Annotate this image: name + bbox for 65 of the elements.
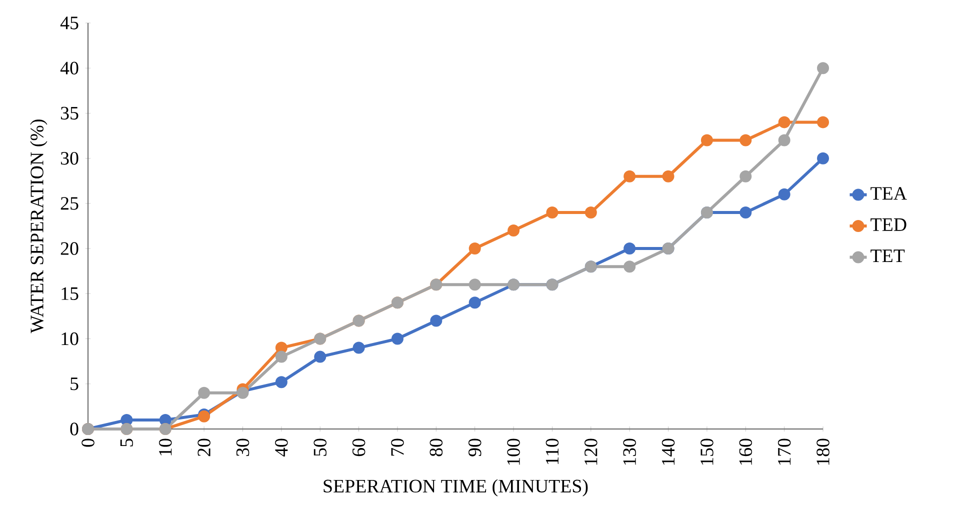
x-tick-label: 80: [430, 438, 443, 456]
x-tick-label: 100: [507, 438, 520, 465]
point: [817, 116, 830, 128]
point: [740, 134, 752, 146]
y-tick-label: 5: [70, 378, 78, 390]
x-tick-label: 140: [662, 438, 675, 465]
x-tick-label: 0: [82, 438, 94, 447]
point: [468, 242, 481, 255]
point: [778, 134, 790, 146]
point: [740, 206, 752, 218]
point: [275, 350, 288, 363]
x-tick-label: 50: [314, 438, 326, 456]
y-tick-label: 10: [62, 332, 78, 346]
legend-label: TED: [870, 218, 906, 231]
legend-label: TEA: [870, 187, 907, 200]
point: [391, 332, 404, 345]
x-tick-label: 180: [816, 438, 830, 465]
point: [120, 414, 133, 426]
point: [778, 116, 790, 128]
x-tick-label: 10: [159, 438, 172, 456]
x-tick-label: 150: [700, 438, 714, 465]
point: [314, 350, 326, 363]
point: [584, 206, 597, 218]
point: [624, 170, 636, 182]
y-tick-label: 35: [60, 106, 78, 120]
point: [546, 206, 558, 218]
x-tick-label: 70: [391, 438, 404, 456]
point: [624, 260, 636, 273]
point: [275, 376, 288, 388]
x-tick-label: 90: [468, 438, 482, 456]
point: [817, 152, 830, 164]
point: [508, 224, 520, 236]
point: [740, 170, 752, 182]
y-tick-label: 20: [60, 242, 78, 255]
point: [159, 414, 172, 426]
x-tick-label: 120: [584, 438, 598, 465]
point: [778, 188, 790, 200]
x-tick-label: 110: [546, 438, 559, 464]
point: [430, 314, 442, 327]
x-tick-label: 20: [198, 438, 210, 456]
y-tick-label: 0: [70, 422, 78, 436]
point: [352, 342, 365, 354]
point: [624, 242, 636, 255]
point: [817, 62, 830, 74]
x-tick-label: 160: [739, 438, 752, 465]
x-tick-label: 5: [120, 438, 133, 446]
y-tick-label: 30: [60, 152, 78, 165]
point: [275, 342, 288, 354]
y-axis-title: WATER SEPERATION (%): [30, 120, 48, 334]
point: [700, 134, 713, 146]
legend-label: TET: [870, 250, 905, 262]
x-tick-label: 170: [778, 438, 791, 465]
point: [468, 296, 481, 309]
x-tick-label: 40: [275, 438, 288, 457]
point: [198, 386, 210, 399]
x-axis-title: SEPERATION TIME (MINUTES): [324, 479, 588, 496]
x-tick-label: 130: [623, 438, 636, 465]
point: [662, 170, 674, 182]
x-tick-label: 60: [352, 438, 366, 456]
y-tick-label: 25: [60, 197, 78, 210]
y-tick-label: 45: [60, 16, 78, 30]
y-tick-label: 40: [60, 62, 78, 74]
point: [468, 278, 481, 291]
x-tick-label: 30: [236, 438, 250, 456]
y-tick-label: 15: [62, 287, 78, 300]
